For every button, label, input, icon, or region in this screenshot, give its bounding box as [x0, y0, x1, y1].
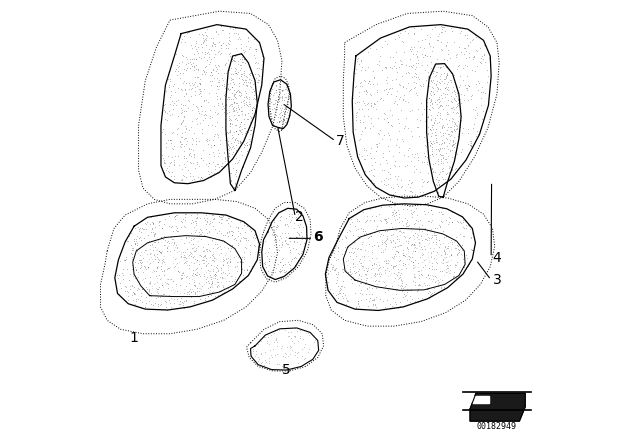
Text: 5: 5	[282, 362, 291, 377]
Text: 3: 3	[493, 273, 501, 287]
Text: 7: 7	[336, 134, 344, 148]
Text: 4: 4	[493, 250, 501, 265]
Polygon shape	[470, 393, 525, 421]
Text: 6: 6	[313, 230, 323, 245]
Text: 1: 1	[130, 331, 138, 345]
Text: 00182949: 00182949	[477, 422, 517, 431]
Text: 2: 2	[296, 210, 304, 224]
Polygon shape	[472, 396, 490, 403]
